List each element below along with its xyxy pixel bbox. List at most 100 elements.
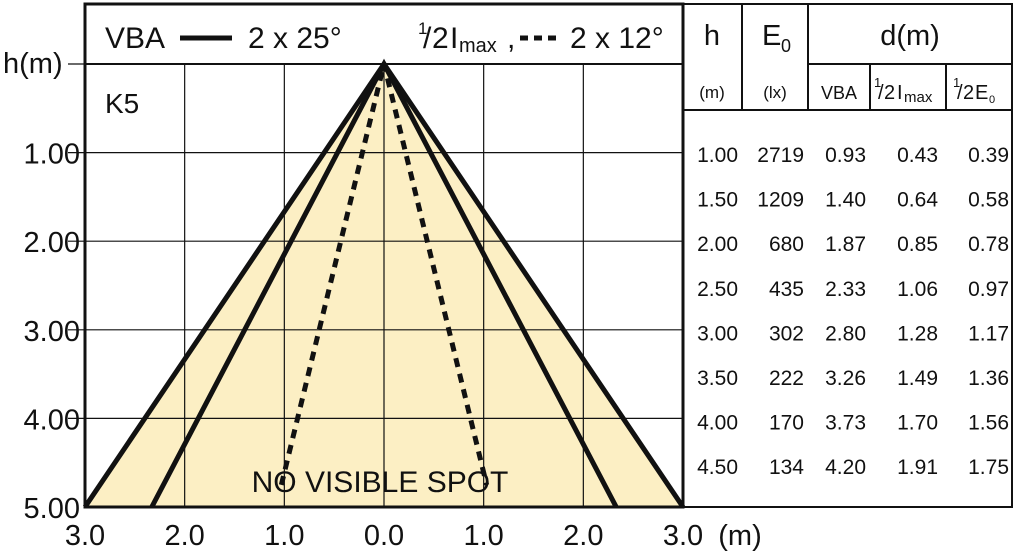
table-row: 4.00 170 3.73 1.70 1.56: [697, 412, 1009, 435]
no-visible-spot-note: NO VISIBLE SPOT: [252, 466, 509, 499]
table-unit-e0: (lx): [763, 83, 787, 102]
table-unit-half-e0-sub: 0: [989, 94, 995, 106]
y-tick-label: 2.00: [24, 227, 80, 259]
x-tick-label: 1.0: [464, 520, 504, 552]
legend-half-num: 1: [418, 19, 427, 38]
x-tick-label: 0.0: [364, 520, 404, 552]
x-tick-label: 2.0: [165, 520, 205, 552]
table-cell-h: 4.50: [697, 456, 738, 479]
table-row: 1.50 1209 1.40 0.64 0.58: [697, 189, 1009, 212]
table-unit-half-imax-sub: max: [904, 89, 933, 106]
table-cell-half-e0: 1.56: [968, 412, 1009, 435]
legend-vba-value: 2 x 25°: [248, 22, 342, 55]
table-header-h: h: [704, 20, 720, 52]
table-cell-half-imax: 1.49: [897, 367, 938, 390]
table-row: 4.50 134 4.20 1.91 1.75: [697, 456, 1009, 479]
legend-half-slash: /: [423, 22, 432, 55]
x-tick-labels: 3.0 2.0 1.0 0.0 1.0 2.0 3.0: [65, 520, 703, 552]
y-tick-label: 3.00: [24, 316, 80, 348]
x-tick-label: 3.0: [663, 520, 703, 552]
table-header-e0-main: E: [762, 20, 781, 52]
x-axis-unit: (m): [718, 520, 761, 552]
table-unit-half-e0: 1 / 2 E 0: [953, 75, 995, 106]
table-frame: [682, 3, 1013, 508]
table-row: 1.00 2719 0.93 0.43 0.39: [697, 144, 1009, 167]
table-cell-e0: 170: [769, 412, 804, 435]
table-cell-half-e0: 0.58: [968, 189, 1009, 212]
y-tick-label: 4.00: [24, 404, 80, 436]
table-cell-half-imax: 1.91: [897, 456, 938, 479]
grid-layer: [68, 63, 683, 507]
table-unit-vba: VBA: [821, 83, 857, 103]
y-tick-labels: 1.00 2.00 3.00 4.00 5.00: [24, 139, 80, 525]
table-row: 3.50 222 3.26 1.49 1.36: [697, 367, 1009, 390]
table-cell-half-e0: 0.78: [968, 233, 1009, 256]
table-cell-vba: 2.33: [825, 278, 866, 301]
table-cell-e0: 134: [769, 456, 804, 479]
table-cell-vba: 0.93: [825, 144, 866, 167]
table-cell-half-imax: 1.06: [897, 278, 938, 301]
table-cell-half-imax: 0.85: [897, 233, 938, 256]
legend-half-imax-label: 1 / 2 I max ,: [418, 19, 515, 57]
table-row: 2.50 435 2.33 1.06 0.97: [697, 278, 1009, 301]
table-cell-vba: 4.20: [825, 456, 866, 479]
table-cell-half-imax: 0.64: [897, 189, 938, 212]
table-cell-half-e0: 0.97: [968, 278, 1009, 301]
table-unit-half-imax-slash: /: [878, 82, 884, 104]
table-header-e0: E 0: [762, 20, 791, 56]
table-cell-vba: 1.40: [825, 189, 866, 212]
table-cell-h: 2.50: [697, 278, 738, 301]
table-cell-half-e0: 0.39: [968, 144, 1009, 167]
table-cell-half-e0: 1.36: [968, 367, 1009, 390]
legend-comma: ,: [507, 22, 515, 55]
table-unit-h: (m): [699, 83, 724, 102]
table-cell-h: 3.00: [697, 322, 738, 345]
table-cell-e0: 222: [769, 367, 804, 390]
table-cell-h: 3.50: [697, 367, 738, 390]
table-cell-h: 1.50: [697, 189, 738, 212]
table-cell-half-imax: 1.70: [897, 412, 938, 435]
table-cell-vba: 3.73: [825, 412, 866, 435]
table-cell-e0: 680: [769, 233, 804, 256]
y-axis-title: h(m): [3, 48, 63, 80]
legend-half-den: 2: [432, 22, 449, 55]
table-unit-half-imax-den: 2: [884, 82, 895, 104]
table-cell-e0: 2719: [757, 144, 804, 167]
table-unit-half-e0-den: 2: [963, 82, 974, 104]
table-cell-vba: 2.80: [825, 322, 866, 345]
table-unit-half-e0-num: 1: [953, 75, 960, 90]
legend-imax-sub: max: [459, 35, 497, 57]
table-rows: 1.00 2719 0.93 0.43 0.39 1.50 1209 1.40 0.64 0.58…: [697, 144, 1009, 479]
table-cell-e0: 435: [769, 278, 804, 301]
x-tick-label: 3.0: [65, 520, 105, 552]
table-cell-half-e0: 1.17: [968, 322, 1009, 345]
table-cell-e0: 302: [769, 322, 804, 345]
table-cell-vba: 3.26: [825, 367, 866, 390]
table-header-e0-sub: 0: [781, 36, 791, 56]
x-tick-label: 2.0: [563, 520, 603, 552]
fixture-label: K5: [105, 88, 139, 119]
table-unit-half-e0-slash: /: [957, 82, 963, 104]
table-row: 2.00 680 1.87 0.85 0.78: [697, 233, 1009, 256]
table-cell-h: 1.00: [697, 144, 738, 167]
table-cell-half-imax: 1.28: [897, 322, 938, 345]
table-cell-h: 4.00: [697, 412, 738, 435]
photometric-table: h E 0 d(m) (m) (lx) VBA 1 / 2 I max 1 / …: [682, 3, 1013, 508]
legend-vba-label: VBA: [105, 22, 165, 55]
table-cell-half-e0: 1.75: [968, 456, 1009, 479]
table-cell-vba: 1.87: [825, 233, 866, 256]
table-cell-h: 2.00: [697, 233, 738, 256]
table-row: 3.00 302 2.80 1.28 1.17: [697, 322, 1009, 345]
table-unit-half-imax-num: 1: [874, 75, 881, 90]
x-tick-label: 1.0: [264, 520, 304, 552]
table-unit-half-e0-e: E: [975, 82, 988, 104]
table-cell-e0: 1209: [757, 189, 804, 212]
table-cell-half-imax: 0.43: [897, 144, 938, 167]
table-unit-half-imax: 1 / 2 I max: [874, 75, 933, 106]
y-tick-label: 5.00: [24, 493, 80, 525]
table-header-d: d(m): [880, 20, 940, 52]
table-unit-half-imax-i: I: [897, 82, 903, 104]
y-tick-label: 1.00: [24, 139, 80, 171]
legend-half-imax-value: 2 x 12°: [570, 22, 664, 55]
